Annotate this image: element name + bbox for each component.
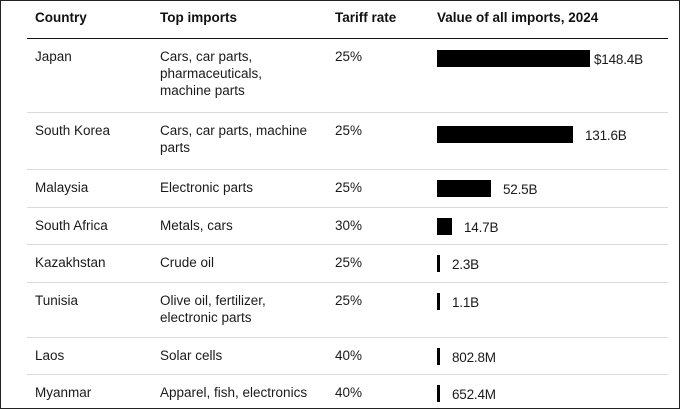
value-bar [437, 385, 440, 402]
imports-cell: Electronic parts [160, 179, 326, 196]
tariff-cell: 40% [335, 385, 363, 400]
imports-line: parts [160, 140, 191, 155]
imports-line: machine parts [160, 83, 245, 98]
imports-cell: Crude oil [160, 254, 326, 271]
table-row: Malaysia Electronic parts 25% 52.5B [27, 169, 668, 208]
value-bar [437, 293, 440, 310]
country-cell: Malaysia [35, 180, 89, 195]
value-bar [437, 255, 440, 272]
tariff-cell: 25% [335, 49, 363, 64]
table-row: Japan Cars, car parts, pharmaceuticals, mac… [27, 39, 668, 112]
table-header: Country Top imports Tariff rate Value of… [27, 1, 668, 39]
table-row: South Africa Metals, cars 30% 14.7B [27, 207, 668, 245]
imports-line: Apparel, fish, electronics [160, 385, 308, 400]
value-bar [437, 180, 491, 197]
value-bar [437, 126, 573, 143]
table-row: Myanmar Apparel, fish, electronics 40% 652.… [27, 374, 668, 409]
header-import-value: Value of all imports, 2024 [437, 10, 599, 25]
imports-line: electronic parts [160, 310, 252, 325]
value-label: 652.4M [452, 387, 496, 402]
country-cell: Tunisia [35, 293, 79, 308]
country-cell: Kazakhstan [35, 255, 106, 270]
imports-cell: Olive oil, fertilizer, electronic parts [160, 292, 326, 326]
value-label: 131.6B [585, 128, 627, 143]
imports-line: Cars, car parts, [160, 49, 253, 64]
table-row: Tunisia Olive oil, fertilizer, electronic … [27, 282, 668, 338]
imports-cell: Apparel, fish, electronics [160, 384, 326, 401]
table-row: Kazakhstan Crude oil 25% 2.3B [27, 244, 668, 283]
tariff-cell: 25% [335, 293, 363, 308]
imports-cell: Cars, car parts, pharmaceuticals, machine … [160, 48, 326, 99]
value-bar [437, 218, 452, 235]
header-country: Country [35, 10, 87, 25]
imports-line: Solar cells [160, 348, 223, 363]
country-cell: Myanmar [35, 385, 92, 400]
country-cell: Laos [35, 348, 65, 363]
header-top-imports: Top imports [160, 10, 237, 25]
value-label: 2.3B [452, 257, 479, 272]
imports-line: Cars, car parts, machine [160, 123, 308, 138]
country-cell: South Africa [35, 218, 108, 233]
value-label: 52.5B [503, 182, 538, 197]
imports-line: Olive oil, fertilizer, [160, 293, 266, 308]
country-cell: Japan [35, 49, 72, 64]
value-label: 14.7B [464, 220, 499, 235]
tariff-cell: 25% [335, 180, 363, 195]
imports-line: Electronic parts [160, 180, 254, 195]
imports-line: pharmaceuticals, [160, 66, 263, 81]
tariff-cell: 25% [335, 255, 363, 270]
value-label: $148.4B [594, 52, 643, 67]
value-bar [437, 348, 440, 365]
imports-cell: Metals, cars [160, 217, 326, 234]
tariff-cell: 25% [335, 123, 363, 138]
table-row: Laos Solar cells 40% 802.8M [27, 337, 668, 375]
imports-line: Crude oil [160, 255, 215, 270]
value-label: 1.1B [452, 295, 479, 310]
tariff-cell: 40% [335, 348, 363, 363]
tariff-cell: 30% [335, 218, 363, 233]
imports-cell: Cars, car parts, machine parts [160, 122, 326, 156]
header-tariff-rate: Tariff rate [335, 10, 397, 25]
country-cell: South Korea [35, 123, 111, 138]
value-label: 802.8M [452, 350, 496, 365]
imports-line: Metals, cars [160, 218, 233, 233]
imports-cell: Solar cells [160, 347, 326, 364]
value-bar [437, 50, 590, 67]
table-row: South Korea Cars, car parts, machine parts… [27, 112, 668, 170]
